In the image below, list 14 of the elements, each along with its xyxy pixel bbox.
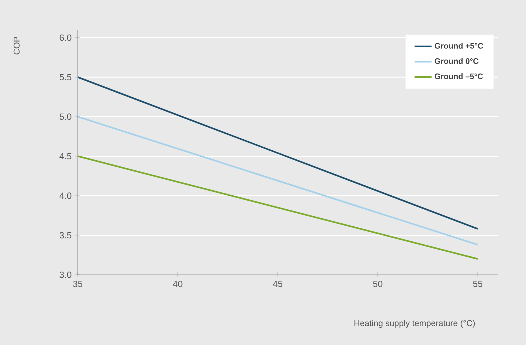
y-tick-label: 4.0 [60,192,72,200]
x-tick-label: 55 [473,281,483,288]
y-tick-label: 3.5 [60,232,72,239]
x-tick-label: 40 [173,281,183,288]
x-tick-label: 35 [73,281,83,288]
y-tick-label: 6.0 [60,34,72,42]
y-tick-label: 4.5 [60,153,72,160]
y-tick-label: 3.0 [60,272,72,278]
y-tick-label: 5.0 [60,114,72,120]
x-axis-title: Heating supply temperature (°C) [354,320,476,328]
x-tick-label: 45 [273,281,283,288]
y-tick-label: 5.5 [60,74,72,81]
x-tick-label: 50 [373,281,383,288]
y-axis-title: COP [14,37,20,55]
